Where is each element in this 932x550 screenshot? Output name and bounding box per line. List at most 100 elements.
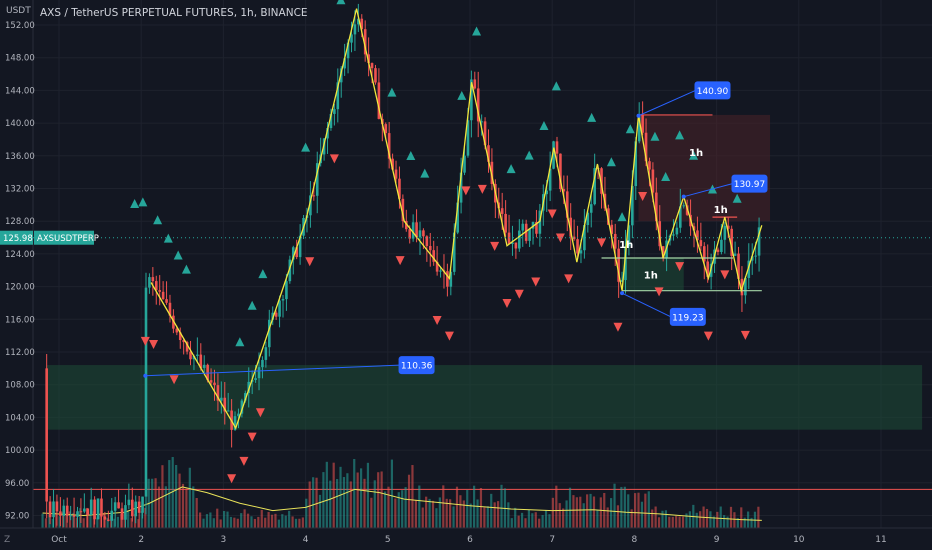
volume-bar	[96, 517, 99, 528]
symbol-tag-box	[34, 230, 94, 245]
buy-signal-marker	[247, 300, 257, 310]
volume-bar	[688, 511, 691, 528]
annotation-anchor	[636, 113, 641, 118]
volume-bar	[740, 507, 743, 528]
candle-body	[367, 54, 370, 64]
volume-bar	[401, 490, 404, 528]
candle-body	[285, 281, 288, 300]
candle-body	[168, 302, 172, 316]
candle-body	[185, 342, 189, 352]
sell-signal-marker	[444, 331, 454, 341]
candle-body	[309, 195, 312, 216]
candle-body	[244, 393, 247, 401]
candle-body	[658, 221, 662, 247]
candle-body	[175, 328, 179, 333]
volume-bar	[421, 507, 424, 528]
volume-bar	[705, 508, 709, 528]
buy-signal-marker	[539, 120, 549, 130]
candle-body	[134, 501, 138, 517]
volume-bar	[579, 496, 582, 528]
volume-bar	[301, 517, 304, 528]
volume-bar	[716, 511, 719, 528]
volume-bar	[322, 472, 325, 528]
buy-signal-marker	[732, 193, 742, 203]
volume-bar	[534, 512, 537, 528]
volume-bar	[644, 493, 647, 528]
volume-bar	[291, 516, 294, 528]
volume-bar	[407, 474, 411, 528]
candle-body	[401, 198, 405, 221]
candle-body	[535, 221, 538, 234]
price-unit-label: USDT	[6, 6, 31, 16]
candle-body	[744, 277, 747, 296]
volume-bar	[681, 516, 685, 528]
volume-bar	[62, 511, 65, 528]
candle-body	[545, 190, 549, 195]
zigzag-line	[150, 8, 763, 430]
volume-bar	[551, 497, 554, 528]
price-tick-label: 152.00	[5, 21, 35, 31]
candle-body	[192, 355, 196, 360]
candle-body	[408, 229, 412, 239]
volume-bar	[520, 512, 524, 528]
candle-body	[223, 397, 227, 412]
volume-bar	[623, 486, 626, 528]
candle-body	[661, 246, 665, 259]
timezone-button[interactable]: Z	[4, 535, 11, 545]
candle-body	[627, 225, 631, 247]
buy-signal-marker	[258, 269, 268, 279]
volume-bar	[428, 498, 431, 528]
candle-body	[682, 205, 686, 207]
candle-body	[490, 161, 494, 184]
volume-bar	[637, 492, 640, 528]
sell-signal-marker	[140, 336, 150, 346]
buy-signal-marker	[163, 233, 173, 243]
volume-bar	[387, 486, 390, 528]
volume-bar	[377, 472, 380, 528]
volume-bar	[202, 518, 205, 528]
candle-body	[521, 223, 525, 231]
candle-body	[93, 499, 96, 520]
volume-bar	[633, 493, 637, 528]
volume-bar	[137, 519, 140, 528]
buy-signal-marker	[625, 124, 635, 134]
candle-body	[398, 178, 401, 199]
candle-body	[675, 227, 679, 235]
volume-bar	[640, 501, 644, 528]
volume-bar	[541, 515, 544, 528]
candle-body	[154, 281, 158, 291]
volume-bar	[483, 507, 486, 528]
candle-body	[281, 299, 285, 301]
candle-body	[473, 79, 477, 89]
sell-signal-marker	[613, 322, 623, 332]
candle-body	[65, 505, 69, 516]
volume-bar	[240, 513, 243, 528]
candle-body	[312, 195, 316, 197]
volume-bar	[212, 518, 215, 528]
annotation-label: 130.97	[734, 180, 766, 190]
sell-signal-marker	[239, 456, 249, 466]
annotation-anchor	[681, 194, 686, 199]
volume-bar	[544, 510, 548, 528]
candle-body	[83, 508, 86, 512]
volume-bar	[123, 512, 126, 528]
candle-body	[644, 132, 648, 162]
volume-bar	[199, 512, 202, 528]
volume-bar	[192, 486, 195, 528]
volume-bar	[719, 506, 722, 528]
time-tick-label: Oct	[51, 535, 67, 545]
time-tick-label: 11	[875, 535, 886, 545]
buy-signal-marker	[153, 215, 163, 225]
volume-bar	[438, 497, 441, 528]
candle-body	[278, 300, 281, 317]
candle-body	[79, 511, 83, 513]
volume-bar	[404, 487, 407, 528]
volume-bar	[106, 517, 109, 528]
volume-bar	[188, 467, 191, 528]
volume-bar	[157, 486, 161, 528]
candle-body	[500, 208, 504, 214]
buy-signal-marker	[675, 130, 685, 140]
sell-signal-marker	[149, 339, 159, 349]
volume-bar	[209, 512, 212, 528]
